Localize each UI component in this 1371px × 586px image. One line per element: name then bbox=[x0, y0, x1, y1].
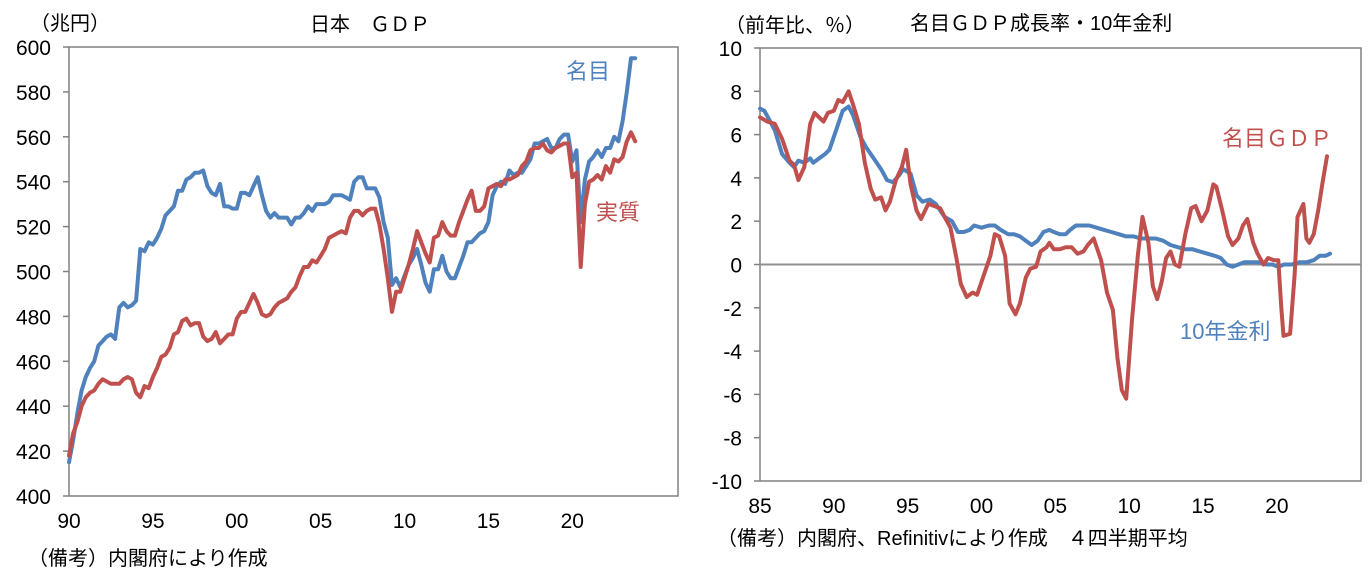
series-line-名目ＧＤＰ bbox=[758, 89, 1329, 401]
y-tick-label: 500 bbox=[16, 262, 51, 285]
nominal-real-gdp-chart: （兆円） 日本 ＧＤＰ 400 420 440 460 480 500 520 540 560 5… bbox=[16, 12, 679, 570]
x-tick-label: 05 bbox=[1044, 495, 1067, 518]
y-tick-label: -4 bbox=[723, 341, 742, 364]
x-tick-label: 10 bbox=[1117, 495, 1140, 518]
x-tick-label: 05 bbox=[309, 510, 332, 533]
y-tick-label: 8 bbox=[730, 81, 742, 104]
x-tick-label: 10 bbox=[393, 510, 416, 533]
y-tick-label: -10 bbox=[712, 471, 742, 494]
left-source-note: （備考）内閣府により作成 bbox=[28, 547, 268, 570]
x-tick-label: 95 bbox=[141, 510, 164, 533]
x-tick-label: 90 bbox=[57, 510, 80, 533]
y-tick-label: -2 bbox=[723, 298, 742, 321]
right-series-label-10y-rate: 10年金利 bbox=[1180, 319, 1270, 344]
y-tick-label: 420 bbox=[16, 441, 51, 464]
x-tick-label: 85 bbox=[748, 495, 771, 518]
left-y-unit-label: （兆円） bbox=[30, 12, 110, 35]
y-tick-label: 600 bbox=[16, 37, 51, 60]
y-tick-label: 440 bbox=[16, 396, 51, 419]
y-tick-label: 520 bbox=[16, 217, 51, 240]
x-tick-label: 20 bbox=[561, 510, 584, 533]
growth-rate-chart: （前年比、％） 名目ＧＤＰ成長率・10年金利 -10 -8 -6 -4 -2 0 2 4 6 8 1… bbox=[712, 12, 1362, 550]
series-line-名目 bbox=[67, 56, 638, 465]
right-chart-title: 名目ＧＤＰ成長率・10年金利 bbox=[910, 12, 1172, 35]
y-tick-label: 540 bbox=[16, 172, 51, 195]
series-line-実質 bbox=[67, 130, 638, 458]
right-source-note: （備考）内閣府、Refinitivにより作成 ４四半期平均 bbox=[717, 527, 1188, 550]
right-y-unit-label: （前年比、％） bbox=[725, 14, 865, 37]
series-line-10年金利 bbox=[758, 104, 1332, 269]
x-tick-label: 90 bbox=[822, 495, 845, 518]
y-tick-label: 460 bbox=[16, 351, 51, 374]
y-tick-label: 4 bbox=[730, 168, 742, 191]
y-tick-label: 480 bbox=[16, 306, 51, 329]
y-tick-label: 560 bbox=[16, 127, 51, 150]
x-tick-label: 00 bbox=[225, 510, 248, 533]
x-tick-label: 00 bbox=[970, 495, 993, 518]
right-series-label-nominal-gdp: 名目ＧＤＰ bbox=[1222, 126, 1332, 151]
y-tick-label: -6 bbox=[723, 384, 742, 407]
y-tick-label: 10 bbox=[719, 38, 742, 61]
y-tick-label: 580 bbox=[16, 82, 51, 105]
y-tick-label: 0 bbox=[730, 255, 742, 278]
x-tick-label: 20 bbox=[1265, 495, 1288, 518]
y-tick-label: 400 bbox=[16, 486, 51, 509]
left-series-label-nominal: 名目 bbox=[566, 59, 610, 84]
left-series-label-real: 実質 bbox=[596, 200, 640, 225]
x-tick-label: 95 bbox=[896, 495, 919, 518]
left-chart-title: 日本 ＧＤＰ bbox=[310, 13, 430, 36]
x-tick-label: 15 bbox=[1191, 495, 1214, 518]
y-tick-label: 6 bbox=[730, 125, 742, 148]
x-tick-label: 15 bbox=[477, 510, 500, 533]
y-tick-label: -8 bbox=[723, 428, 742, 451]
y-tick-label: 2 bbox=[730, 211, 742, 234]
left-plot-frame bbox=[68, 46, 679, 497]
